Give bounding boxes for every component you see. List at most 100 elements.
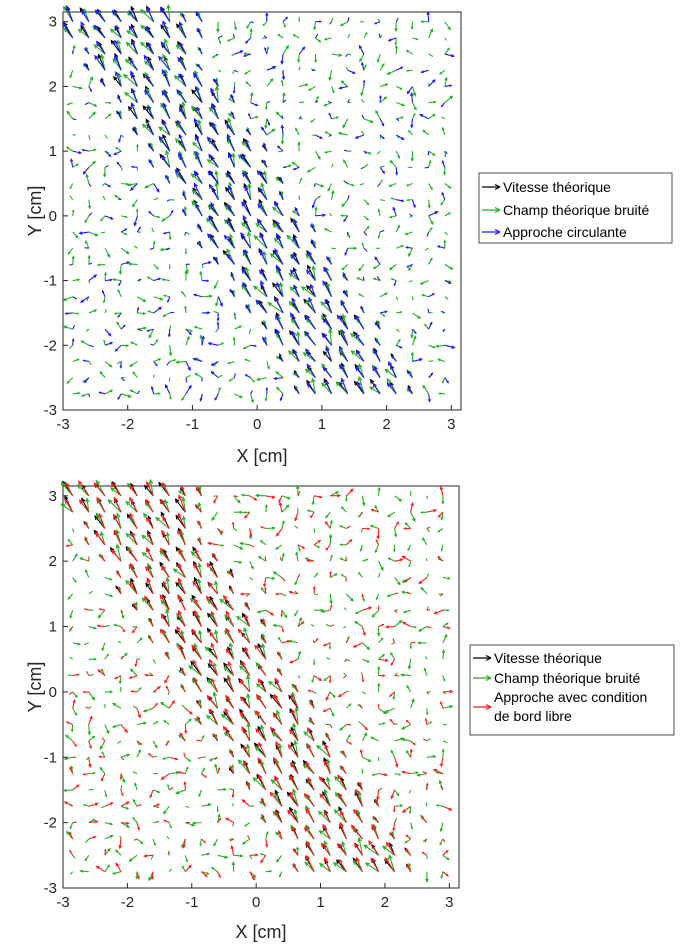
vector-arrow: [265, 12, 269, 22]
vector-arrow: [274, 248, 284, 265]
vector-arrow: [421, 816, 428, 824]
vector-arrow: [178, 73, 187, 87]
vector-arrow: [230, 111, 235, 120]
vector-arrow: [424, 656, 428, 660]
vector-arrow: [441, 116, 446, 120]
vector-arrow: [197, 119, 203, 136]
vector-arrow: [85, 173, 90, 184]
vector-arrow: [260, 280, 268, 297]
vector-arrow: [254, 644, 267, 660]
vector-arrow: [272, 623, 283, 628]
vector-arrow: [185, 361, 191, 372]
vector-arrow: [130, 40, 138, 55]
vector-arrow: [136, 748, 141, 758]
vector-arrow: [212, 733, 219, 742]
vector-arrow: [275, 740, 283, 758]
vector-arrow: [258, 664, 267, 676]
vector-arrow: [178, 133, 187, 152]
vector-arrow: [169, 770, 181, 775]
vector-arrow: [195, 486, 202, 497]
vector-arrow: [329, 708, 335, 717]
vector-arrow: [193, 72, 203, 87]
vector-arrow: [225, 648, 235, 660]
vector-arrow: [198, 47, 203, 55]
vector-arrow: [129, 183, 138, 191]
vector-arrow: [101, 751, 106, 758]
vector-arrow: [423, 667, 428, 676]
vector-arrow: [323, 266, 333, 281]
vector-arrow: [194, 503, 202, 513]
vector-arrow: [210, 610, 219, 627]
vector-arrow: [144, 183, 154, 189]
vector-arrow: [325, 691, 331, 701]
vector-arrow: [136, 721, 147, 726]
vector-arrow: [148, 478, 154, 496]
vector-arrow: [361, 495, 366, 507]
vector-arrow: [390, 651, 396, 660]
vector-arrow: [228, 185, 236, 200]
vector-arrow: [340, 574, 347, 578]
vector-arrow: [146, 562, 154, 578]
vector-arrow: [234, 325, 243, 330]
vector-arrow: [299, 101, 305, 104]
vector-arrow: [324, 520, 331, 529]
vector-arrow: [234, 393, 243, 399]
vector-arrow: [230, 94, 236, 103]
vector-arrow: [122, 73, 138, 87]
vector-arrow: [416, 773, 427, 777]
vector-arrow: [222, 725, 235, 742]
vector-arrow: [260, 724, 267, 742]
vector-arrow: [229, 788, 234, 791]
vector-arrow: [146, 481, 154, 497]
vector-arrow: [239, 696, 251, 709]
vector-arrow: [371, 773, 379, 776]
vector-arrow: [241, 661, 251, 676]
vector-arrow: [212, 552, 219, 562]
vector-arrow: [275, 111, 284, 120]
vector-arrow: [104, 624, 110, 628]
vector-arrow: [88, 102, 98, 107]
y-tick-label: 2: [49, 553, 57, 570]
vector-arrow: [196, 27, 203, 39]
vector-arrow: [323, 102, 332, 107]
vector-arrow: [194, 86, 203, 103]
vector-arrow: [214, 169, 219, 184]
vector-arrow: [293, 218, 300, 233]
vector-arrow: [256, 609, 266, 614]
vector-arrow: [342, 313, 349, 330]
vector-arrow: [442, 576, 451, 580]
vector-arrow: [294, 207, 300, 217]
vector-arrow: [378, 674, 386, 677]
vector-arrow: [407, 129, 413, 136]
vector-arrow: [169, 325, 172, 330]
vector-arrow: [394, 577, 401, 586]
vector-arrow: [177, 577, 186, 595]
vector-arrow: [65, 4, 74, 22]
vector-arrow: [148, 210, 154, 217]
vector-arrow: [343, 149, 348, 152]
vector-arrow: [304, 348, 316, 362]
vector-arrow: [132, 371, 138, 378]
vector-arrow: [340, 214, 348, 217]
vector-arrow: [291, 210, 300, 217]
vector-arrow: [82, 359, 89, 363]
vector-arrow: [307, 743, 315, 758]
vector-arrow: [193, 182, 203, 200]
vector-arrow: [117, 288, 122, 297]
vector-arrow: [410, 822, 414, 830]
vector-arrow: [233, 495, 241, 504]
vector-arrow: [234, 69, 239, 73]
vector-arrow: [422, 537, 428, 546]
vector-arrow: [303, 826, 315, 840]
vector-arrow: [134, 659, 138, 668]
vector-arrow: [385, 841, 396, 856]
vector-arrow: [178, 107, 187, 120]
vector-arrow: [404, 522, 412, 529]
vector-arrow: [63, 801, 73, 807]
vector-arrow: [304, 330, 316, 346]
vector-arrow: [359, 748, 363, 758]
vector-arrow: [406, 591, 411, 595]
vector-arrow: [174, 168, 187, 184]
vector-arrow: [93, 482, 106, 497]
vector-arrow: [244, 614, 251, 627]
